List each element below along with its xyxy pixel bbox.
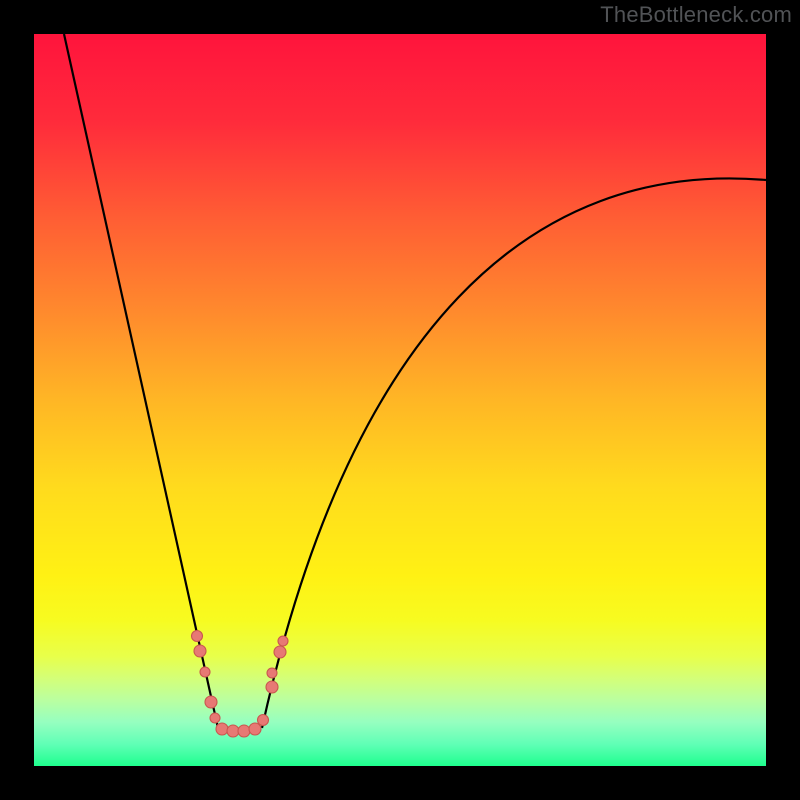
data-marker: [210, 713, 220, 723]
chart-svg: [0, 0, 800, 800]
data-marker: [249, 723, 261, 735]
bottleneck-chart: TheBottleneck.com: [0, 0, 800, 800]
data-marker: [266, 681, 278, 693]
data-marker: [216, 723, 228, 735]
data-marker: [200, 667, 210, 677]
data-marker: [238, 725, 250, 737]
watermark-text: TheBottleneck.com: [600, 2, 792, 28]
data-marker: [267, 668, 277, 678]
data-marker: [194, 645, 206, 657]
data-marker: [278, 636, 288, 646]
data-marker: [205, 696, 217, 708]
data-marker: [192, 631, 203, 642]
data-marker: [258, 715, 269, 726]
data-marker: [274, 646, 286, 658]
gradient-background: [34, 34, 766, 766]
data-marker: [227, 725, 239, 737]
